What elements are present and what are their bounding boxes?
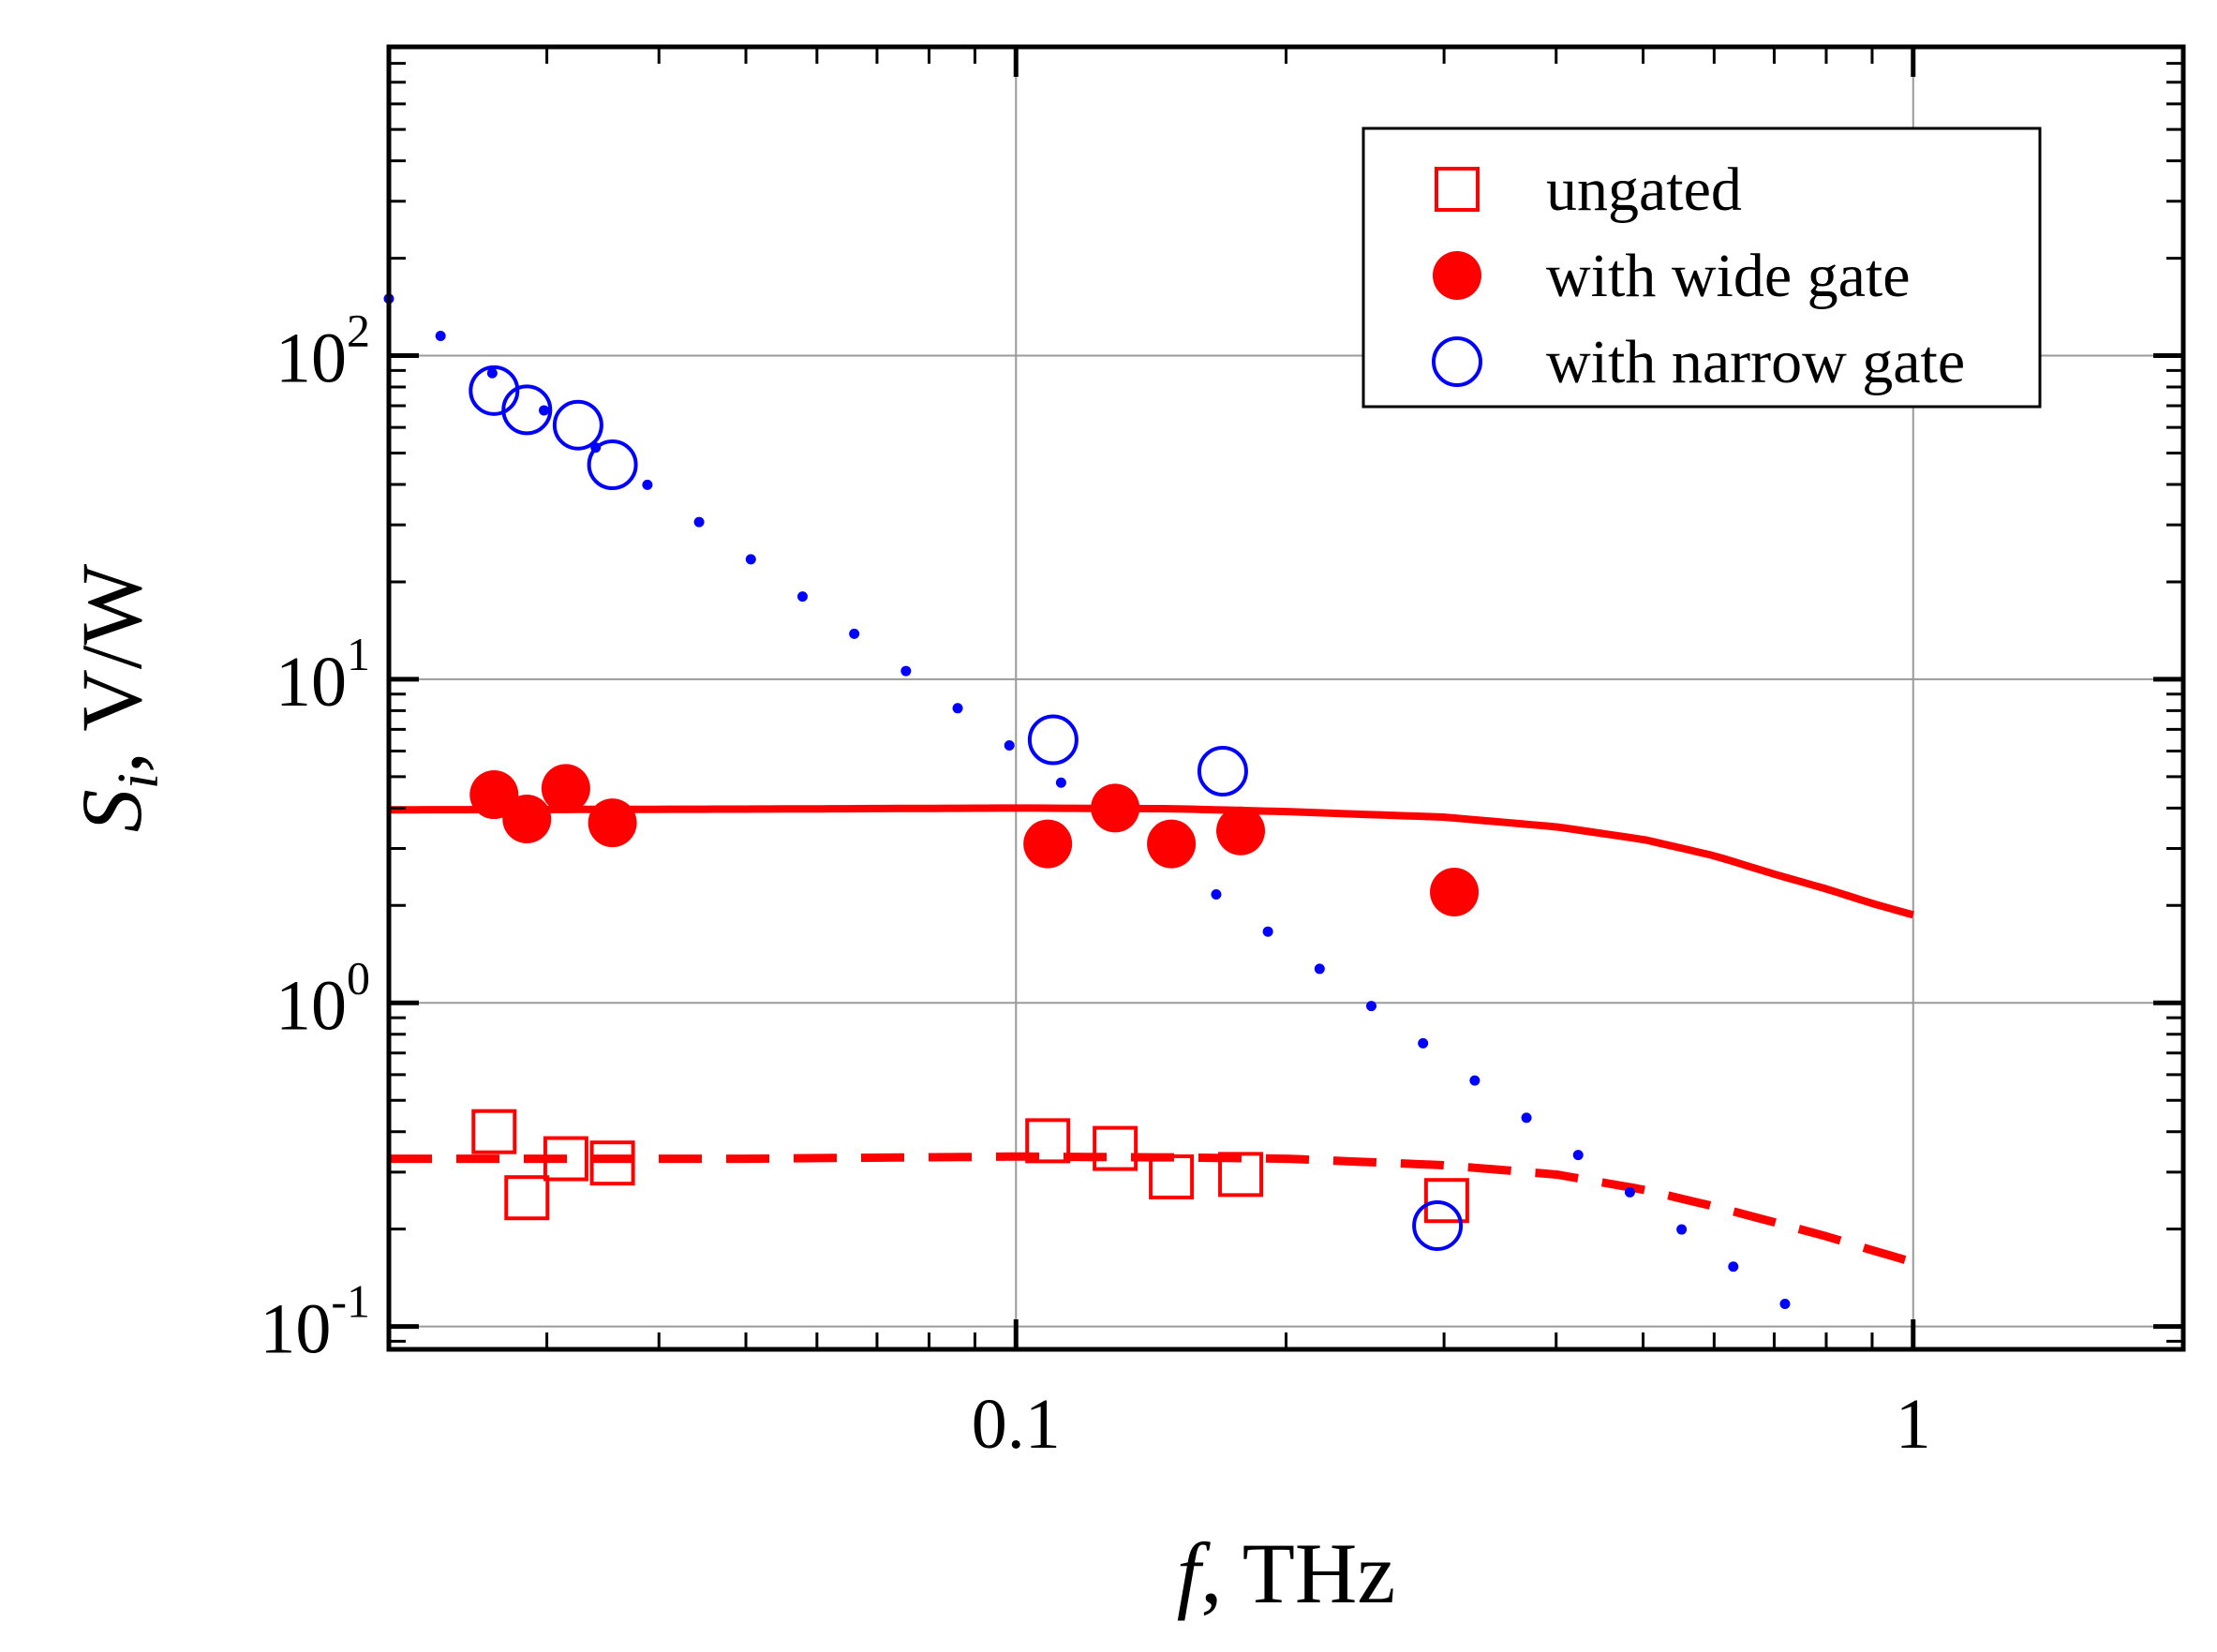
with-narrow-gate-point [1027, 714, 1079, 766]
x-axis-unit: THz [1242, 1525, 1395, 1621]
y-tick-exponent: 0 [347, 951, 370, 1004]
ungated-point [1149, 1153, 1195, 1199]
data-markers [469, 365, 1480, 1251]
ungated-point [1218, 1152, 1264, 1198]
ungated-point [504, 1175, 550, 1221]
legend-marker-with-narrow-gate [1432, 336, 1482, 387]
ungated-point [1423, 1178, 1469, 1224]
legend-label-with-wide-gate: with wide gate [1546, 242, 1911, 310]
axis-ticks [387, 45, 2185, 1349]
with-narrow-gate-point [552, 399, 603, 451]
with-narrow-gate-point [587, 439, 638, 491]
with-narrow-gate-point [1412, 1199, 1464, 1251]
with-wide-gate-point [588, 798, 637, 848]
with-wide-gate-point [1216, 806, 1266, 856]
legend-marker-ungated [1435, 167, 1480, 212]
y-axis-unit: V/W [64, 564, 159, 732]
legend: ungated with wide gate with narrow gate [1361, 127, 2042, 409]
x-tick-label: 1 [1896, 1385, 1931, 1464]
y-tick-label: 100 [275, 951, 370, 1045]
y-tick-exponent: 2 [347, 305, 370, 357]
wide-gate-fit [389, 804, 1914, 919]
x-axis-title: f, THz [1177, 1525, 1395, 1621]
ungated-point [1093, 1125, 1138, 1171]
with-wide-gate-point [1430, 868, 1480, 917]
with-narrow-gate-point [469, 365, 520, 416]
y-tick-base: 10 [260, 1290, 331, 1369]
with-wide-gate-point [502, 795, 552, 844]
y-axis-variable: S [64, 789, 159, 832]
y-axis-title: Si, V/W [64, 564, 171, 833]
y-axis-separator: , [64, 732, 159, 773]
with-wide-gate-point [1147, 819, 1197, 869]
ungated-point [471, 1109, 517, 1154]
ungated-point [589, 1140, 635, 1186]
narrow-gate-fit [383, 293, 1822, 1332]
y-tick-base: 10 [275, 320, 347, 398]
y-tick-base: 10 [275, 643, 347, 722]
with-wide-gate-point [1091, 783, 1140, 833]
legend-marker-with-wide-gate [1433, 251, 1481, 300]
y-tick-label: 10-1 [260, 1275, 370, 1369]
legend-label-with-narrow-gate: with narrow gate [1546, 328, 1965, 396]
with-narrow-gate-point [501, 384, 553, 436]
with-wide-gate-point [1023, 819, 1073, 869]
x-tick-label: 0.1 [972, 1385, 1061, 1464]
x-axis-separator: , [1200, 1525, 1242, 1621]
y-tick-label: 101 [275, 628, 370, 722]
y-tick-label: 102 [275, 305, 370, 398]
with-narrow-gate-point [1197, 745, 1248, 796]
ungated-point [543, 1136, 588, 1182]
y-tick-base: 10 [275, 966, 347, 1045]
y-tick-exponent: 1 [347, 628, 370, 680]
ungated-point [1025, 1118, 1071, 1164]
with-wide-gate-point [541, 764, 590, 813]
legend-label-ungated: ungated [1546, 156, 1742, 224]
y-tick-exponent: -1 [331, 1275, 370, 1328]
y-axis-subscript: i [107, 773, 171, 789]
